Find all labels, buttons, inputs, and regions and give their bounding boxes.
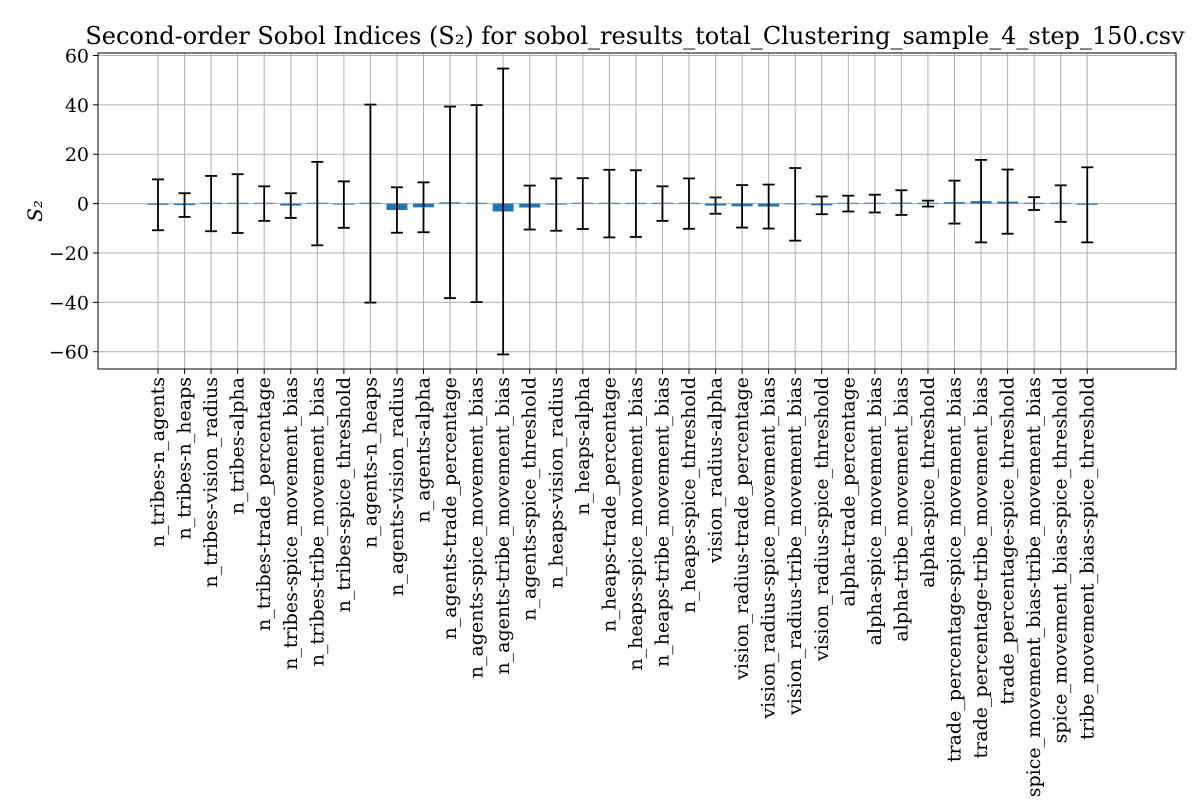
x-tick-label: n_tribes-spice_movement_bias [280,377,302,670]
x-tick-label: n_agents-spice_threshold [519,377,541,621]
x-tick-label: n_heaps-tribe_movement_bias [651,377,673,667]
x-axis-ticks: n_tribes-n_agents n_tribes-n_heaps n_tribe… [147,369,1098,797]
x-tick-label: alpha-tribe_movement_bias [890,377,912,642]
chart-title: Second-order Sobol Indices (S₂) for sobo… [85,22,1185,50]
x-tick-label: alpha-spice_threshold [917,377,939,588]
plot-frame [97,52,1177,370]
x-tick-label: n_heaps-alpha [572,377,594,515]
x-tick-label: vision_radius-spice_movement_bias [758,377,780,720]
y-tick-label: 0 [77,194,89,216]
x-tick-label: tribe_movement_bias-spice_threshold [1076,377,1098,740]
x-tick-label: n_tribes-vision_radius [200,377,222,588]
x-tick-label: spice_movement_bias-spice_threshold [1050,377,1072,743]
y-axis-ticks: 60 40 20 0 −20 −40 −60 [49,45,98,364]
x-tick-label: vision_radius-tribe_movement_bias [784,377,806,716]
grid-lines [98,53,1176,369]
error-bars-group [152,67,1094,356]
x-tick-label: alpha-spice_movement_bias [864,377,886,645]
x-tick-label: n_agents-n_heaps [359,377,381,548]
x-tick-label: spice_movement_bias-tribe_movement_bias [1023,377,1045,797]
x-tick-label: n_tribes-trade_percentage [253,377,275,631]
x-tick-label: n_heaps-spice_threshold [678,377,700,613]
x-tick-label: n_tribes-spice_threshold [333,377,355,612]
y-tick-label: −60 [49,342,89,364]
x-tick-label: trade_percentage-spice_movement_bias [944,377,966,762]
y-tick-label: 20 [65,144,89,166]
x-tick-label: n_heaps-vision_radius [545,377,567,588]
x-tick-label: vision_radius-spice_threshold [811,377,833,662]
x-tick-label: n_agents-trade_percentage [439,377,461,639]
x-tick-label: vision_radius-trade_percentage [731,377,753,681]
x-tick-label: n_heaps-spice_movement_bias [625,377,647,671]
x-tick-label: n_tribes-n_heaps [174,377,196,540]
x-tick-label: n_heaps-trade_percentage [598,377,620,632]
y-tick-label: 60 [65,45,89,67]
x-tick-label: n_agents-tribe_movement_bias [492,377,514,675]
y-tick-label: −40 [49,292,89,314]
x-tick-label: vision_radius-alpha [705,377,727,564]
x-tick-label: trade_percentage-spice_threshold [997,377,1019,705]
x-tick-label: n_agents-alpha [413,377,435,523]
y-tick-label: −20 [49,243,89,265]
y-axis-label: S₂ [23,200,47,222]
x-tick-label: n_tribes-alpha [227,377,249,514]
y-tick-label: 40 [65,95,89,117]
x-tick-label: trade_percentage-tribe_movement_bias [970,377,992,758]
x-tick-label: n_agents-spice_movement_bias [466,377,488,678]
x-tick-label: n_agents-vision_radius [386,377,408,596]
x-tick-label: n_tribes-tribe_movement_bias [306,377,328,666]
x-tick-label: alpha-trade_percentage [837,377,859,606]
x-tick-label: n_tribes-n_agents [147,377,169,547]
